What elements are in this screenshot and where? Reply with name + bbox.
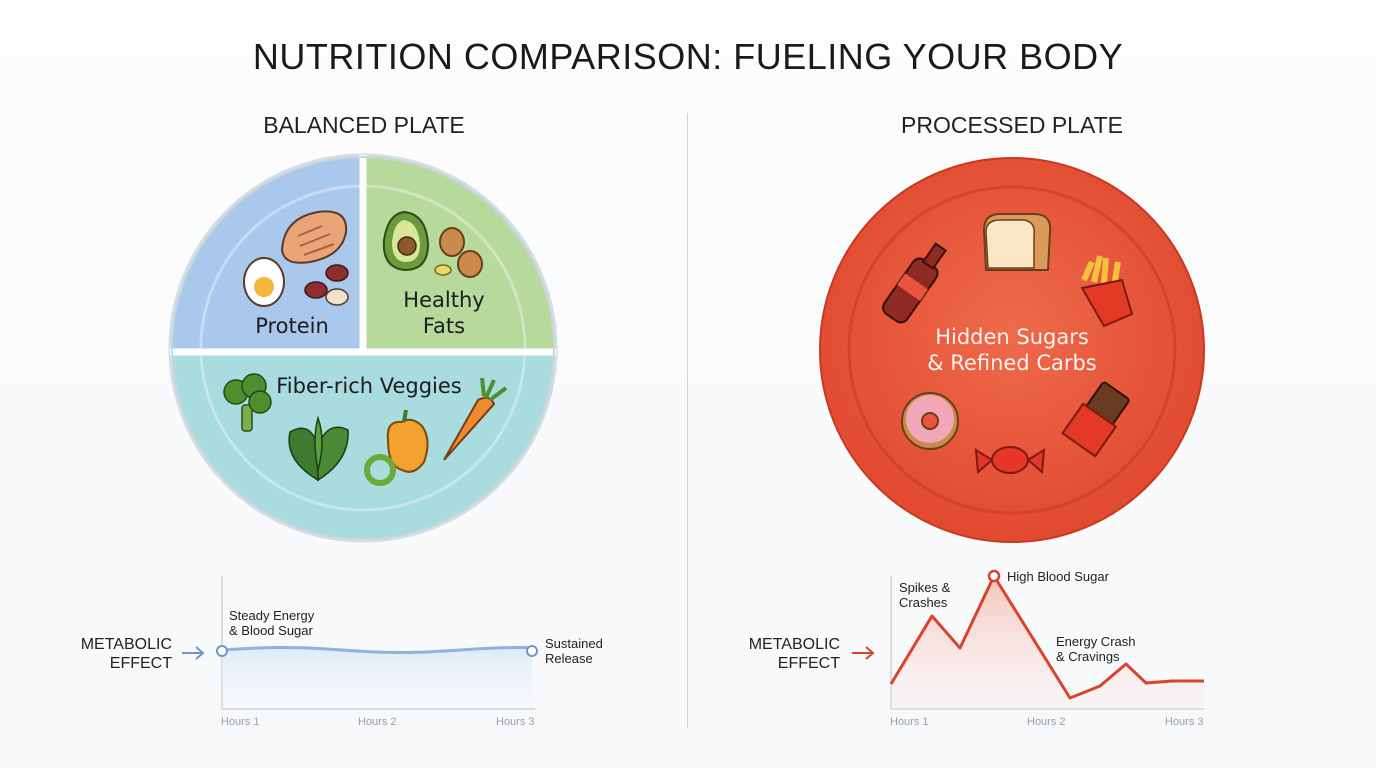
spinach-icon bbox=[288, 415, 349, 482]
panel-divider bbox=[687, 113, 688, 728]
note-line2: & Cravings bbox=[1056, 649, 1120, 664]
fats-label-line1: Healthy bbox=[403, 288, 484, 312]
spike-area bbox=[891, 576, 1204, 709]
protein-label: Protein bbox=[255, 314, 329, 338]
processed-metabolic-label: METABOLIC EFFECT bbox=[730, 635, 840, 673]
donut-icon bbox=[901, 392, 959, 450]
arrow-right-icon bbox=[852, 646, 875, 660]
note-line1: Sustained bbox=[545, 636, 603, 651]
avocado-icon bbox=[382, 210, 430, 272]
spike-line bbox=[889, 574, 1204, 700]
note-line1: Spikes & bbox=[899, 580, 951, 595]
processed-center-line1: Hidden Sugars bbox=[935, 325, 1089, 349]
x-tick-label: Hours 3 bbox=[496, 716, 535, 728]
candy-icon bbox=[974, 446, 1046, 475]
steady-line bbox=[221, 646, 533, 654]
x-tick-label: Hours 1 bbox=[221, 716, 260, 728]
metabolic-line2: EFFECT bbox=[777, 655, 840, 672]
x-tick-label: Hours 1 bbox=[890, 716, 929, 728]
balanced-plate-heading: BALANCED PLATE bbox=[263, 112, 465, 138]
balanced-plate: Protein Healthy Fats Fiber-rich Veggies bbox=[168, 153, 558, 543]
x-tick-label: Hours 2 bbox=[358, 716, 397, 728]
steady-area bbox=[222, 647, 532, 709]
steady-energy-chart bbox=[182, 576, 538, 710]
spikes-note: Spikes & Crashes bbox=[899, 580, 950, 610]
arrow-right-icon bbox=[182, 646, 205, 660]
fries-icon bbox=[1080, 255, 1134, 328]
bread-icon bbox=[982, 213, 1052, 271]
steady-energy-note: Steady Energy & Blood Sugar bbox=[229, 608, 314, 638]
soda-bottle-icon bbox=[882, 242, 947, 324]
bell-pepper-icon bbox=[364, 409, 429, 486]
peak-point bbox=[987, 569, 1001, 583]
blood-sugar-spike-chart bbox=[852, 569, 1204, 710]
egg-icon bbox=[243, 257, 285, 307]
carrot-icon bbox=[443, 377, 508, 461]
steady-start-point bbox=[216, 645, 228, 657]
balanced-metabolic-label: METABOLIC EFFECT bbox=[62, 635, 172, 673]
beans-icon bbox=[304, 264, 349, 306]
broccoli-icon bbox=[223, 373, 272, 432]
sustained-release-note: Sustained Release bbox=[545, 636, 603, 666]
processed-plate: Hidden Sugars & Refined Carbs bbox=[819, 157, 1205, 543]
note-line2: & Blood Sugar bbox=[229, 623, 313, 638]
note-line1: Steady Energy bbox=[229, 608, 315, 623]
note-line2: Crashes bbox=[899, 595, 948, 610]
energy-crash-note: Energy Crash & Cravings bbox=[1056, 634, 1135, 664]
metabolic-line1: METABOLIC bbox=[748, 636, 840, 653]
processed-plate-heading: PROCESSED PLATE bbox=[901, 112, 1123, 138]
metabolic-line1: METABOLIC bbox=[80, 636, 172, 653]
processed-center-line2: & Refined Carbs bbox=[927, 351, 1097, 375]
chicken-breast-icon bbox=[280, 210, 348, 264]
x-tick-label: Hours 2 bbox=[1027, 716, 1066, 728]
peak-note: High Blood Sugar bbox=[1007, 569, 1109, 584]
walnut-icon bbox=[434, 227, 483, 278]
fats-label-line2: Fats bbox=[423, 314, 465, 338]
page-title: NUTRITION COMPARISON: FUELING YOUR BODY bbox=[252, 36, 1124, 77]
note-line1: Energy Crash bbox=[1056, 634, 1136, 649]
veggies-label: Fiber-rich Veggies bbox=[276, 374, 462, 398]
chocolate-bar-icon bbox=[1061, 381, 1130, 458]
x-tick-label: Hours 3 bbox=[1165, 716, 1204, 728]
note-line2: Release bbox=[545, 651, 593, 666]
metabolic-line2: EFFECT bbox=[109, 655, 172, 672]
steady-end-point bbox=[526, 645, 538, 657]
